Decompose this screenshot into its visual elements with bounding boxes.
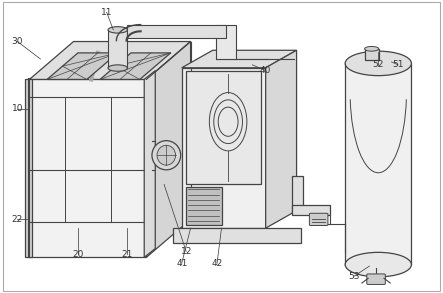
Text: 52: 52 bbox=[373, 60, 384, 69]
Polygon shape bbox=[292, 176, 303, 211]
Ellipse shape bbox=[157, 145, 175, 165]
Text: 41: 41 bbox=[176, 259, 187, 268]
Polygon shape bbox=[144, 71, 155, 257]
Polygon shape bbox=[147, 42, 190, 257]
Polygon shape bbox=[186, 71, 261, 184]
Polygon shape bbox=[345, 63, 412, 265]
Polygon shape bbox=[365, 49, 379, 60]
Text: 21: 21 bbox=[121, 250, 132, 259]
Polygon shape bbox=[29, 42, 190, 79]
Text: 22: 22 bbox=[12, 215, 23, 224]
Ellipse shape bbox=[365, 47, 379, 51]
Text: 12: 12 bbox=[180, 247, 192, 256]
Ellipse shape bbox=[345, 51, 412, 76]
Polygon shape bbox=[182, 68, 266, 228]
Polygon shape bbox=[182, 50, 296, 68]
Text: 51: 51 bbox=[392, 60, 404, 69]
Text: 10: 10 bbox=[12, 104, 23, 113]
Text: 20: 20 bbox=[72, 250, 84, 259]
Polygon shape bbox=[47, 53, 118, 79]
Ellipse shape bbox=[108, 65, 128, 71]
Text: 40: 40 bbox=[260, 66, 272, 75]
Polygon shape bbox=[173, 228, 301, 243]
Text: 30: 30 bbox=[12, 37, 23, 46]
Polygon shape bbox=[266, 50, 296, 228]
FancyBboxPatch shape bbox=[367, 274, 385, 285]
Polygon shape bbox=[100, 53, 171, 79]
Polygon shape bbox=[186, 187, 222, 225]
Ellipse shape bbox=[345, 252, 412, 277]
FancyBboxPatch shape bbox=[309, 213, 328, 226]
Text: 53: 53 bbox=[348, 272, 360, 281]
Text: 42: 42 bbox=[211, 259, 223, 268]
Polygon shape bbox=[25, 79, 31, 257]
Polygon shape bbox=[216, 25, 236, 59]
Polygon shape bbox=[108, 30, 128, 68]
Text: 11: 11 bbox=[101, 8, 113, 17]
Polygon shape bbox=[292, 205, 330, 215]
Polygon shape bbox=[29, 79, 147, 257]
Ellipse shape bbox=[108, 27, 128, 33]
Polygon shape bbox=[127, 25, 226, 38]
Ellipse shape bbox=[152, 141, 181, 170]
